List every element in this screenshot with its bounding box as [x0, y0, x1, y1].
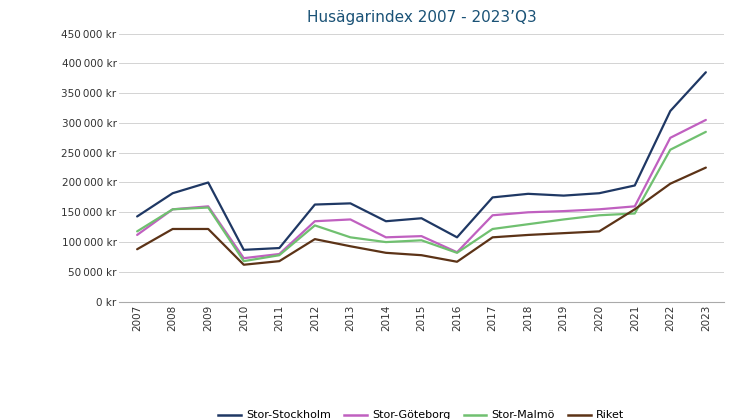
Riket	[595, 229, 604, 234]
Stor-Göteborg	[168, 207, 177, 212]
Stor-Malmö	[453, 250, 462, 255]
Stor-Göteborg	[630, 204, 639, 209]
Stor-Malmö	[133, 229, 142, 234]
Riket	[346, 244, 355, 249]
Stor-Malmö	[381, 240, 390, 245]
Riket	[630, 207, 639, 212]
Line: Stor-Malmö: Stor-Malmö	[137, 132, 706, 261]
Stor-Göteborg	[239, 256, 248, 261]
Stor-Stockholm	[275, 246, 283, 251]
Stor-Göteborg	[275, 251, 283, 256]
Stor-Stockholm	[560, 193, 568, 198]
Stor-Malmö	[168, 207, 177, 212]
Riket	[310, 237, 319, 242]
Stor-Göteborg	[524, 210, 533, 215]
Stor-Göteborg	[417, 234, 426, 239]
Stor-Stockholm	[666, 109, 675, 114]
Riket	[701, 165, 710, 170]
Legend: Stor-Stockholm, Stor-Göteborg, Stor-Malmö, Riket: Stor-Stockholm, Stor-Göteborg, Stor-Malm…	[214, 406, 629, 419]
Stor-Göteborg	[560, 209, 568, 214]
Stor-Malmö	[524, 222, 533, 227]
Stor-Göteborg	[666, 135, 675, 140]
Stor-Stockholm	[453, 235, 462, 240]
Riket	[133, 247, 142, 252]
Line: Stor-Stockholm: Stor-Stockholm	[137, 72, 706, 250]
Riket	[524, 233, 533, 238]
Stor-Malmö	[666, 147, 675, 152]
Riket	[488, 235, 497, 240]
Stor-Stockholm	[630, 183, 639, 188]
Stor-Stockholm	[346, 201, 355, 206]
Stor-Göteborg	[595, 207, 604, 212]
Stor-Malmö	[630, 211, 639, 216]
Stor-Göteborg	[346, 217, 355, 222]
Stor-Malmö	[239, 259, 248, 264]
Riket	[453, 259, 462, 264]
Stor-Göteborg	[133, 233, 142, 238]
Stor-Göteborg	[488, 213, 497, 218]
Stor-Malmö	[595, 213, 604, 218]
Stor-Stockholm	[239, 247, 248, 252]
Riket	[417, 253, 426, 258]
Stor-Göteborg	[381, 235, 390, 240]
Riket	[239, 262, 248, 267]
Stor-Stockholm	[204, 180, 213, 185]
Stor-Malmö	[310, 223, 319, 228]
Stor-Göteborg	[453, 250, 462, 255]
Riket	[381, 250, 390, 255]
Riket	[275, 259, 283, 264]
Stor-Stockholm	[488, 195, 497, 200]
Stor-Malmö	[488, 226, 497, 231]
Stor-Stockholm	[133, 214, 142, 219]
Stor-Stockholm	[524, 191, 533, 197]
Stor-Stockholm	[595, 191, 604, 196]
Title: Husägarindex 2007 - 2023’Q3: Husägarindex 2007 - 2023’Q3	[307, 10, 536, 26]
Stor-Stockholm	[701, 70, 710, 75]
Riket	[168, 226, 177, 231]
Line: Stor-Göteborg: Stor-Göteborg	[137, 120, 706, 258]
Stor-Malmö	[560, 217, 568, 222]
Stor-Malmö	[204, 205, 213, 210]
Stor-Stockholm	[168, 191, 177, 196]
Stor-Göteborg	[701, 117, 710, 122]
Riket	[560, 230, 568, 235]
Stor-Malmö	[701, 129, 710, 134]
Line: Riket: Riket	[137, 168, 706, 265]
Stor-Stockholm	[310, 202, 319, 207]
Stor-Malmö	[417, 238, 426, 243]
Stor-Stockholm	[417, 216, 426, 221]
Stor-Malmö	[346, 235, 355, 240]
Riket	[204, 226, 213, 231]
Stor-Malmö	[275, 253, 283, 258]
Stor-Göteborg	[204, 204, 213, 209]
Riket	[666, 181, 675, 186]
Stor-Stockholm	[381, 219, 390, 224]
Stor-Göteborg	[310, 219, 319, 224]
